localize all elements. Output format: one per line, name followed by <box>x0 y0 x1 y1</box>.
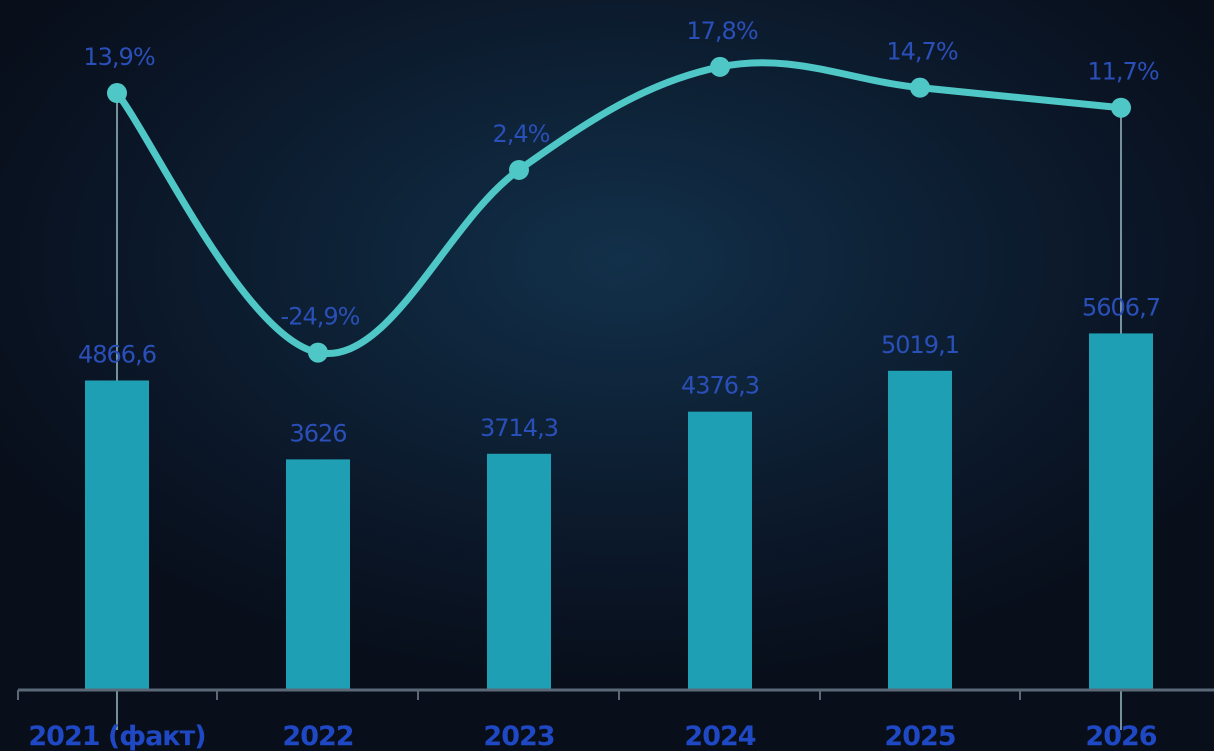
growth-point-2 <box>509 159 529 180</box>
growth-line-path <box>113 59 1125 357</box>
bar-value-labels: 4866,6 3626 3714,3 4376,3 5019,1 5606,7 <box>78 293 1161 447</box>
x-tick-label-2: 2023 <box>483 721 554 751</box>
growth-label-0: 13,9% <box>83 43 154 71</box>
bar-1 <box>286 459 350 690</box>
bar-label-5: 5606,7 <box>1082 293 1160 321</box>
growth-point-0 <box>107 83 127 104</box>
bar-label-3: 4376,3 <box>681 372 759 400</box>
bar-label-2: 3714,3 <box>480 414 558 442</box>
growth-point-4 <box>910 77 930 98</box>
growth-point-5 <box>1111 97 1131 118</box>
growth-point-3 <box>710 56 730 77</box>
growth-label-3: 17,8% <box>686 17 757 45</box>
bar-2 <box>487 453 551 690</box>
bar-label-4: 5019,1 <box>881 331 959 359</box>
x-tick-label-1: 2022 <box>282 721 353 751</box>
guide-lines <box>116 93 1122 730</box>
bar-5 <box>1089 333 1153 690</box>
x-tick-label-4: 2025 <box>884 721 955 751</box>
bar-label-1: 3626 <box>289 419 346 447</box>
growth-label-5: 11,7% <box>1087 58 1158 86</box>
growth-label-4: 14,7% <box>886 38 957 66</box>
bar-0 <box>85 380 149 690</box>
growth-label-2: 2,4% <box>493 120 550 148</box>
bar-3 <box>688 411 752 690</box>
x-tick-label-3: 2024 <box>684 721 755 751</box>
x-tick-label-5: 2026 <box>1085 721 1156 751</box>
growth-points <box>107 56 1131 363</box>
x-axis <box>17 688 1214 700</box>
growth-value-labels: 13,9% -24,9% 2,4% 17,8% 14,7% 11,7% <box>83 17 1159 331</box>
bar-4 <box>888 370 952 690</box>
x-tick-labels: 2021 (факт) 2022 2023 2024 2025 2026 <box>28 721 1157 751</box>
growth-point-1 <box>308 342 328 363</box>
bar-label-0: 4866,6 <box>78 340 156 368</box>
growth-label-1: -24,9% <box>281 303 360 331</box>
growth-line <box>113 59 1125 357</box>
bars <box>85 333 1153 690</box>
x-tick-label-0: 2021 (факт) <box>28 721 205 751</box>
